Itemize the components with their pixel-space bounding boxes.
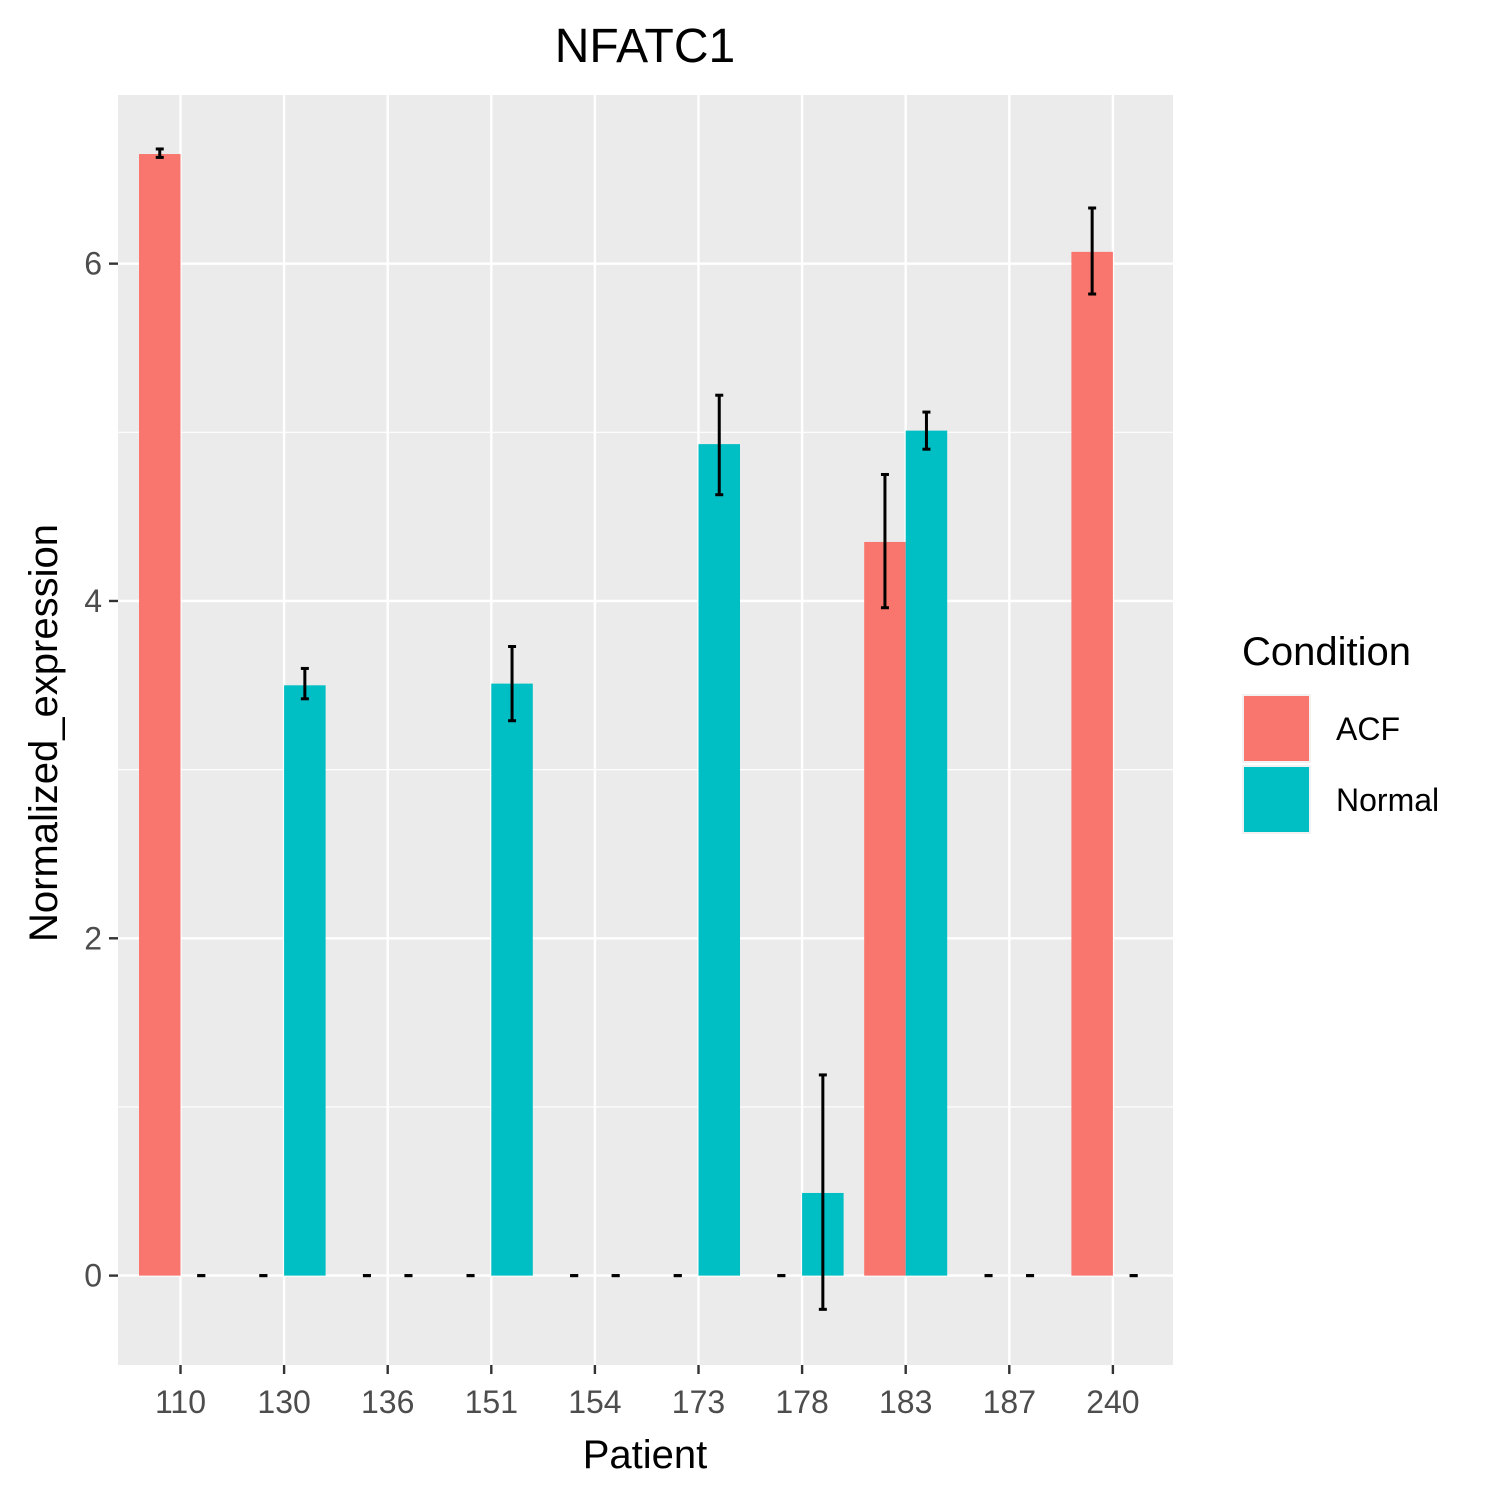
x-tick-label: 183	[879, 1384, 932, 1420]
bar	[1071, 251, 1113, 1276]
legend-label: Normal	[1336, 782, 1439, 818]
y-axis: 0 2 4 6	[84, 246, 118, 1294]
legend: Condition ACF Normal	[1242, 630, 1439, 834]
x-tick-label: 151	[465, 1384, 518, 1420]
x-tick-label: 110	[155, 1384, 206, 1420]
chart-title: NFATC1	[555, 20, 735, 73]
bar	[698, 444, 740, 1276]
x-axis-title: Patient	[583, 1433, 708, 1477]
x-tick-label: 178	[775, 1384, 828, 1420]
y-tick-label: 6	[84, 246, 102, 282]
bar	[864, 541, 906, 1276]
bar	[491, 683, 533, 1276]
y-tick-label: 0	[84, 1258, 102, 1294]
x-axis: 110 130 136 151 154 173 178 183 187 240	[155, 1365, 1140, 1420]
x-tick-label: 173	[672, 1384, 725, 1420]
legend-title: Condition	[1242, 630, 1411, 674]
bar	[139, 154, 181, 1276]
y-tick-label: 2	[84, 920, 102, 956]
x-tick-label: 154	[568, 1384, 621, 1420]
legend-label: ACF	[1336, 711, 1400, 747]
plot-panel	[118, 95, 1173, 1365]
bars	[139, 154, 1113, 1276]
legend-swatch	[1244, 696, 1309, 761]
error-bars	[155, 147, 1138, 1311]
bar	[284, 685, 326, 1276]
bar	[905, 430, 948, 1276]
y-tick-label: 4	[84, 583, 102, 619]
x-tick-label: 240	[1086, 1384, 1139, 1420]
x-tick-label: 130	[257, 1384, 310, 1420]
y-axis-title: Normalized_expression	[22, 524, 66, 942]
legend-swatch	[1244, 767, 1309, 832]
x-tick-label: 187	[983, 1384, 1036, 1420]
x-tick-label: 136	[361, 1384, 414, 1420]
legend-items: ACF Normal	[1242, 694, 1439, 834]
